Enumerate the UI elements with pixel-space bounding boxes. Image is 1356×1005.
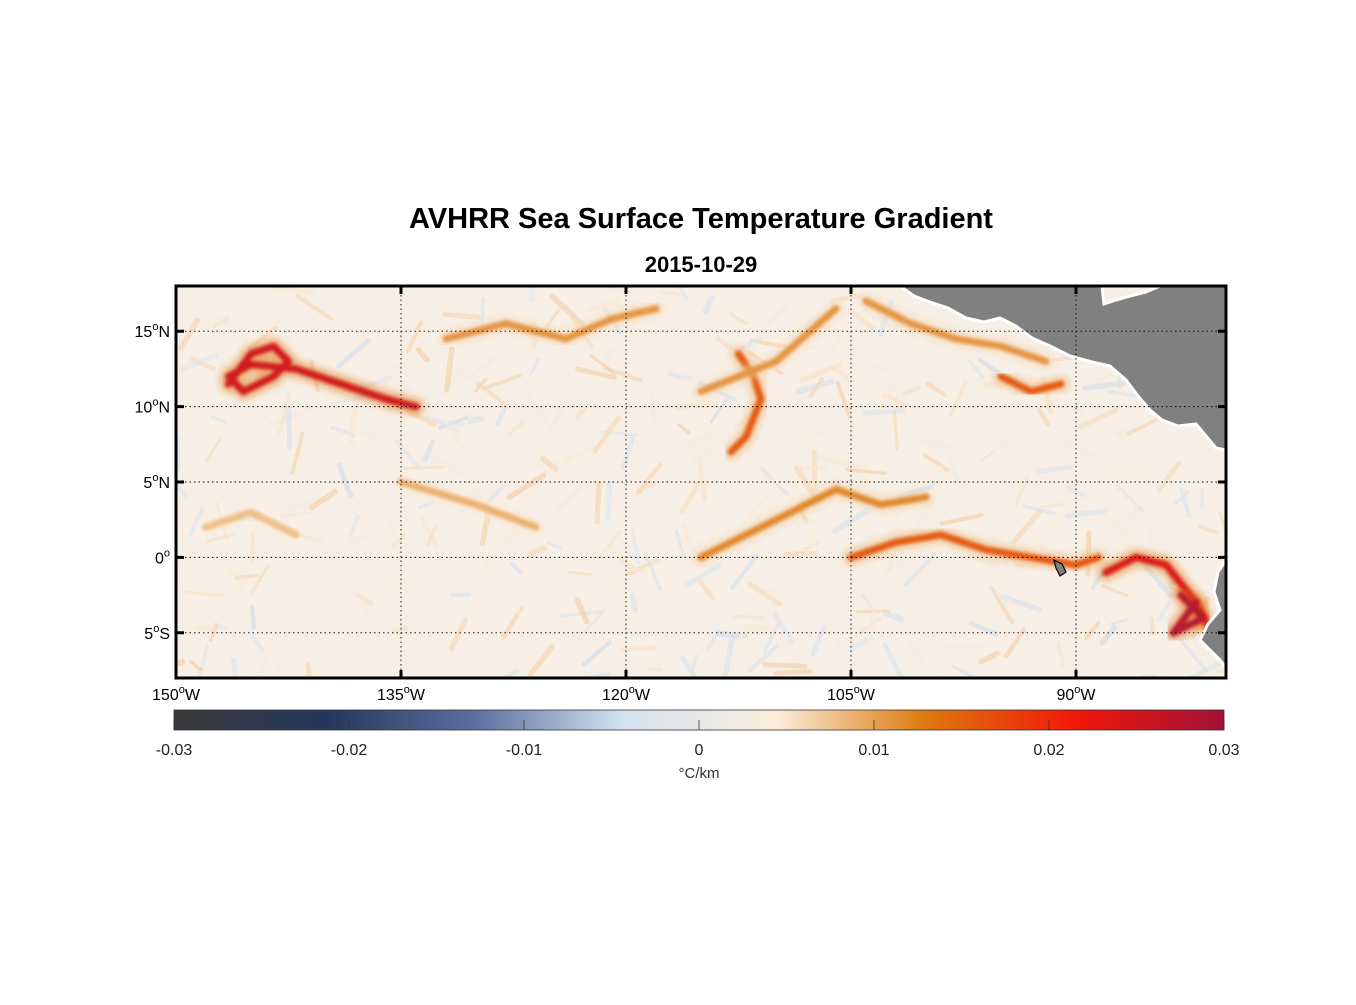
map-panel: 15oN 10oN 5oN 0o 5oS 150oW 135oW 120oW 105oW 90oW [135,286,1259,717]
lat-tick-label: 15oN [135,321,170,341]
lat-tick-label: 0o [155,547,170,567]
colorbar-tick-label: 0.03 [1208,742,1239,759]
texture-streak [734,616,763,617]
texture-streak [865,411,902,413]
texture-streak [512,405,537,406]
texture-streak [744,628,772,629]
texture-streak [393,628,405,631]
texture-streak [632,595,635,611]
colorbar-unit: °C/km [679,765,720,782]
texture-streak [178,436,179,469]
texture-streak [1047,521,1048,533]
texture-streak [771,592,773,604]
texture-streak [469,419,481,422]
texture-streak [765,665,806,666]
texture-streak [452,594,470,595]
texture-streak [1153,676,1164,698]
lon-tick-label: 120oW [602,684,651,704]
texture-streak [445,314,479,317]
texture-streak [652,395,655,420]
lon-tick-label: 150oW [152,684,201,704]
texture-streak [624,648,656,649]
texture-streak [405,467,442,468]
texture-streak [812,510,813,548]
texture-streak [1108,473,1148,475]
texture-streak [984,403,999,405]
texture-streak [648,668,661,670]
lat-tick-label: 5oN [143,472,170,492]
lat-tick-label: 5oS [144,623,170,643]
lon-tick-label: 105oW [827,684,876,704]
colorbar-tick-label: -0.01 [506,742,543,759]
texture-streak [195,628,211,629]
texture-streak [627,568,650,570]
colorbar-tick-label: -0.03 [156,742,193,759]
texture-streak [819,456,839,459]
texture-streak [608,484,609,518]
texture-streak [597,484,599,522]
texture-streak [178,565,179,588]
lat-tick-label: 10oN [135,397,170,417]
texture-streak [776,671,809,673]
texture-streak [1217,671,1258,673]
texture-streak [556,408,589,409]
colorbar: -0.03 -0.02 -0.01 0 0.01 0.02 0.03 °C/km [156,710,1240,782]
texture-streak [786,553,816,554]
texture-streak [363,601,366,614]
colorbar-tick-label: 0.01 [858,742,889,759]
texture-streak [1152,619,1153,634]
colorbar-tick-label: 0 [695,742,704,759]
colorbar-tick-label: -0.02 [331,742,368,759]
lon-tick-label: 135oW [377,684,426,704]
texture-streak [275,289,313,292]
texture-streak [944,645,984,646]
texture-streak [289,409,290,448]
texture-streak [597,620,599,635]
colorbar-tick-label: 0.02 [1033,742,1064,759]
lon-tick-label: 90oW [1056,684,1096,704]
texture-streak [252,607,253,627]
